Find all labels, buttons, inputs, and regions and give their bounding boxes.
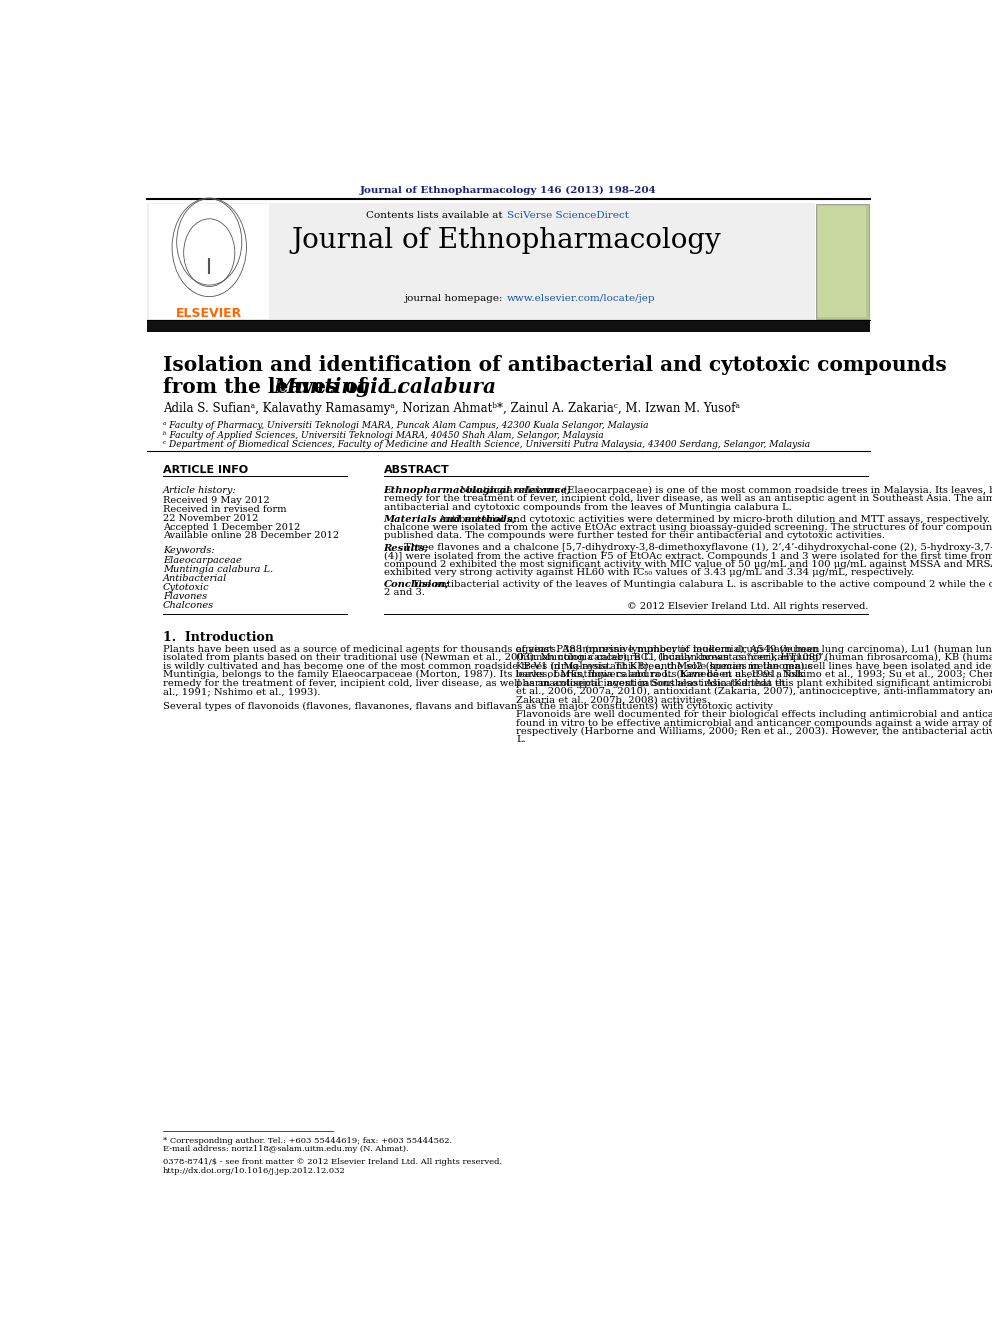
Text: Elaeocarpaceae: Elaeocarpaceae — [163, 557, 241, 565]
Text: Muntingia calabura (Elaeocarpaceae) is one of the most common roadside trees in : Muntingia calabura (Elaeocarpaceae) is o… — [459, 486, 992, 495]
Text: remedy for the treatment of fever, incipient cold, liver disease, as well as an : remedy for the treatment of fever, incip… — [163, 679, 785, 688]
Text: (human colon cancer), BC1 (human breast cancer), HT1080 (human fibrosarcoma), KB: (human colon cancer), BC1 (human breast … — [516, 654, 992, 663]
Text: Muntingia calabura: Muntingia calabura — [274, 377, 497, 397]
Text: from the leaves of: from the leaves of — [163, 377, 373, 397]
Text: Cytotoxic: Cytotoxic — [163, 583, 209, 591]
Text: pharmacological investigations also indicated that this plant exhibited signific: pharmacological investigations also indi… — [516, 679, 992, 688]
Text: Three flavones and a chalcone [5,7-dihydroxy-3,8-dimethoxyflavone (1), 2’,4’-dih: Three flavones and a chalcone [5,7-dihyd… — [405, 542, 992, 552]
Text: 2 and 3.: 2 and 3. — [384, 589, 425, 598]
Text: Accepted 1 December 2012: Accepted 1 December 2012 — [163, 523, 301, 532]
Text: Received 9 May 2012: Received 9 May 2012 — [163, 496, 270, 505]
Bar — [818, 206, 866, 316]
Text: journal homepage:: journal homepage: — [405, 294, 506, 303]
Text: Muntingia, belongs to the family Elaeocarpaceae (Morton, 1987). Its leaves, bark: Muntingia, belongs to the family Elaeoca… — [163, 669, 804, 679]
Text: Antibacterial and cytotoxic activities were determined by micro-broth dilution a: Antibacterial and cytotoxic activities w… — [437, 515, 992, 524]
Text: Antibacterial: Antibacterial — [163, 574, 227, 583]
Text: al., 1991; Nshimo et al., 1993).: al., 1991; Nshimo et al., 1993). — [163, 687, 320, 696]
Text: Article history:: Article history: — [163, 486, 236, 495]
Text: published data. The compounds were further tested for their antibacterial and cy: published data. The compounds were furth… — [384, 532, 885, 540]
Text: ABSTRACT: ABSTRACT — [384, 466, 449, 475]
Text: ᶜ Department of Biomedical Sciences, Faculty of Medicine and Health Science, Uni: ᶜ Department of Biomedical Sciences, Fac… — [163, 439, 809, 448]
Text: Keywords:: Keywords: — [163, 546, 214, 556]
Text: © 2012 Elsevier Ireland Ltd. All rights reserved.: © 2012 Elsevier Ireland Ltd. All rights … — [627, 602, 868, 610]
Text: SciVerse ScienceDirect: SciVerse ScienceDirect — [507, 212, 629, 220]
Text: (4)] were isolated from the active fraction F5 of EtOAc extract. Compounds 1 and: (4)] were isolated from the active fract… — [384, 552, 992, 561]
Text: Results;: Results; — [384, 542, 429, 552]
Text: barks of Muntingia calabura L. (Kaneda et al.,1991; Nshimo et al., 1993; Su et a: barks of Muntingia calabura L. (Kaneda e… — [516, 669, 992, 679]
Text: Adila S. Sufianᵃ, Kalavathy Ramasamyᵃ, Norizan Ahmatᵇ*, Zainul A. Zakariaᶜ, M. I: Adila S. Sufianᵃ, Kalavathy Ramasamyᵃ, N… — [163, 402, 740, 415]
Text: ᵃ Faculty of Pharmacy, Universiti Teknologi MARA, Puncak Alam Campus, 42300 Kual: ᵃ Faculty of Pharmacy, Universiti Teknol… — [163, 421, 648, 430]
Text: E-mail address: noriz118@salam.uitm.edu.my (N. Ahmat).: E-mail address: noriz118@salam.uitm.edu.… — [163, 1146, 409, 1154]
Text: Journal of Ethnopharmacology: Journal of Ethnopharmacology — [292, 226, 721, 254]
Text: Available online 28 December 2012: Available online 28 December 2012 — [163, 532, 339, 540]
Text: compound 2 exhibited the most significant activity with MIC value of 50 μg/mL an: compound 2 exhibited the most significan… — [384, 560, 992, 569]
Text: Flavonoids are well documented for their biological effects including antimicrob: Flavonoids are well documented for their… — [516, 710, 992, 720]
Text: Plants have been used as a source of medicinal agents for thousands of years. An: Plants have been used as a source of med… — [163, 644, 819, 654]
Bar — [149, 204, 269, 319]
Text: ᵇ Faculty of Applied Sciences, Universiti Teknologi MARA, 40450 Shah Alam, Selan: ᵇ Faculty of Applied Sciences, Universit… — [163, 430, 603, 439]
Text: Conclusion;: Conclusion; — [384, 579, 449, 589]
Text: Several types of flavonoids (flavones, flavanones, flavans and biflavans as the : Several types of flavonoids (flavones, f… — [163, 701, 773, 710]
Text: Ethnopharmacological relevance;: Ethnopharmacological relevance; — [384, 486, 571, 495]
Text: http://dx.doi.org/10.1016/j.jep.2012.12.032: http://dx.doi.org/10.1016/j.jep.2012.12.… — [163, 1167, 345, 1175]
Text: Flavones: Flavones — [163, 591, 207, 601]
Text: Zakaria et al., 2007b, 2008) activities.: Zakaria et al., 2007b, 2008) activities. — [516, 696, 710, 704]
Text: is wildly cultivated and has become one of the most common roadside trees in Mal: is wildly cultivated and has become one … — [163, 662, 812, 671]
Text: * Corresponding author. Tel.: +603 55444619; fax: +603 55444562.: * Corresponding author. Tel.: +603 55444… — [163, 1136, 452, 1144]
Text: www.elsevier.com/locate/jep: www.elsevier.com/locate/jep — [507, 294, 656, 303]
Bar — [816, 204, 869, 319]
Text: 22 November 2012: 22 November 2012 — [163, 513, 258, 523]
Text: L.: L. — [375, 377, 403, 397]
Text: antibacterial and cytotoxic compounds from the leaves of Muntingia calabura L.: antibacterial and cytotoxic compounds fr… — [384, 503, 792, 512]
Text: remedy for the treatment of fever, incipient cold, liver disease, as well as an : remedy for the treatment of fever, incip… — [384, 495, 992, 504]
Text: KB-V1 (drug-resistant KB), and Mel2 (human melanoma) cell lines have been isolat: KB-V1 (drug-resistant KB), and Mel2 (hum… — [516, 662, 992, 671]
Text: et al., 2006, 2007a, 2010), antioxidant (Zakaria, 2007), antinociceptive, anti-i: et al., 2006, 2007a, 2010), antioxidant … — [516, 687, 992, 696]
Text: Chalcones: Chalcones — [163, 601, 214, 610]
Text: 0378-8741/$ - see front matter © 2012 Elsevier Ireland Ltd. All rights reserved.: 0378-8741/$ - see front matter © 2012 El… — [163, 1158, 502, 1166]
Bar — [147, 321, 870, 332]
Text: Received in revised form: Received in revised form — [163, 505, 287, 513]
Text: respectively (Harborne and Williams, 2000; Ren et al., 2003). However, the antib: respectively (Harborne and Williams, 200… — [516, 728, 992, 736]
Text: chalcone were isolated from the active EtOAc extract using bioassay-guided scree: chalcone were isolated from the active E… — [384, 523, 992, 532]
Text: L.: L. — [516, 736, 526, 745]
Bar — [147, 202, 815, 320]
Text: Muntingia calabura L.: Muntingia calabura L. — [163, 565, 273, 574]
Text: Journal of Ethnopharmacology 146 (2013) 198–204: Journal of Ethnopharmacology 146 (2013) … — [360, 185, 657, 194]
Text: 1.  Introduction: 1. Introduction — [163, 631, 274, 644]
Text: isolated from plants based on their traditional use (Newman et al., 2003). Munti: isolated from plants based on their trad… — [163, 654, 826, 663]
Text: ELSEVIER: ELSEVIER — [177, 307, 242, 320]
Text: Contents lists available at: Contents lists available at — [366, 212, 506, 220]
Text: exhibited very strong activity against HL60 with IC₅₀ values of 3.43 μg/mL and 3: exhibited very strong activity against H… — [384, 569, 914, 577]
Text: Materials and methods;: Materials and methods; — [384, 515, 517, 524]
Text: ARTICLE INFO: ARTICLE INFO — [163, 466, 248, 475]
Text: Isolation and identification of antibacterial and cytotoxic compounds: Isolation and identification of antibact… — [163, 355, 946, 376]
Text: found in vitro to be effective antimicrobial and anticancer compounds against a : found in vitro to be effective antimicro… — [516, 718, 992, 728]
Text: against P388 (murine lymphocytic leukemia), A549 (human lung carcinoma), Lu1 (hu: against P388 (murine lymphocytic leukemi… — [516, 644, 992, 654]
Text: The antibacterial activity of the leaves of Muntingia calabura L. is ascribable : The antibacterial activity of the leaves… — [412, 579, 992, 589]
